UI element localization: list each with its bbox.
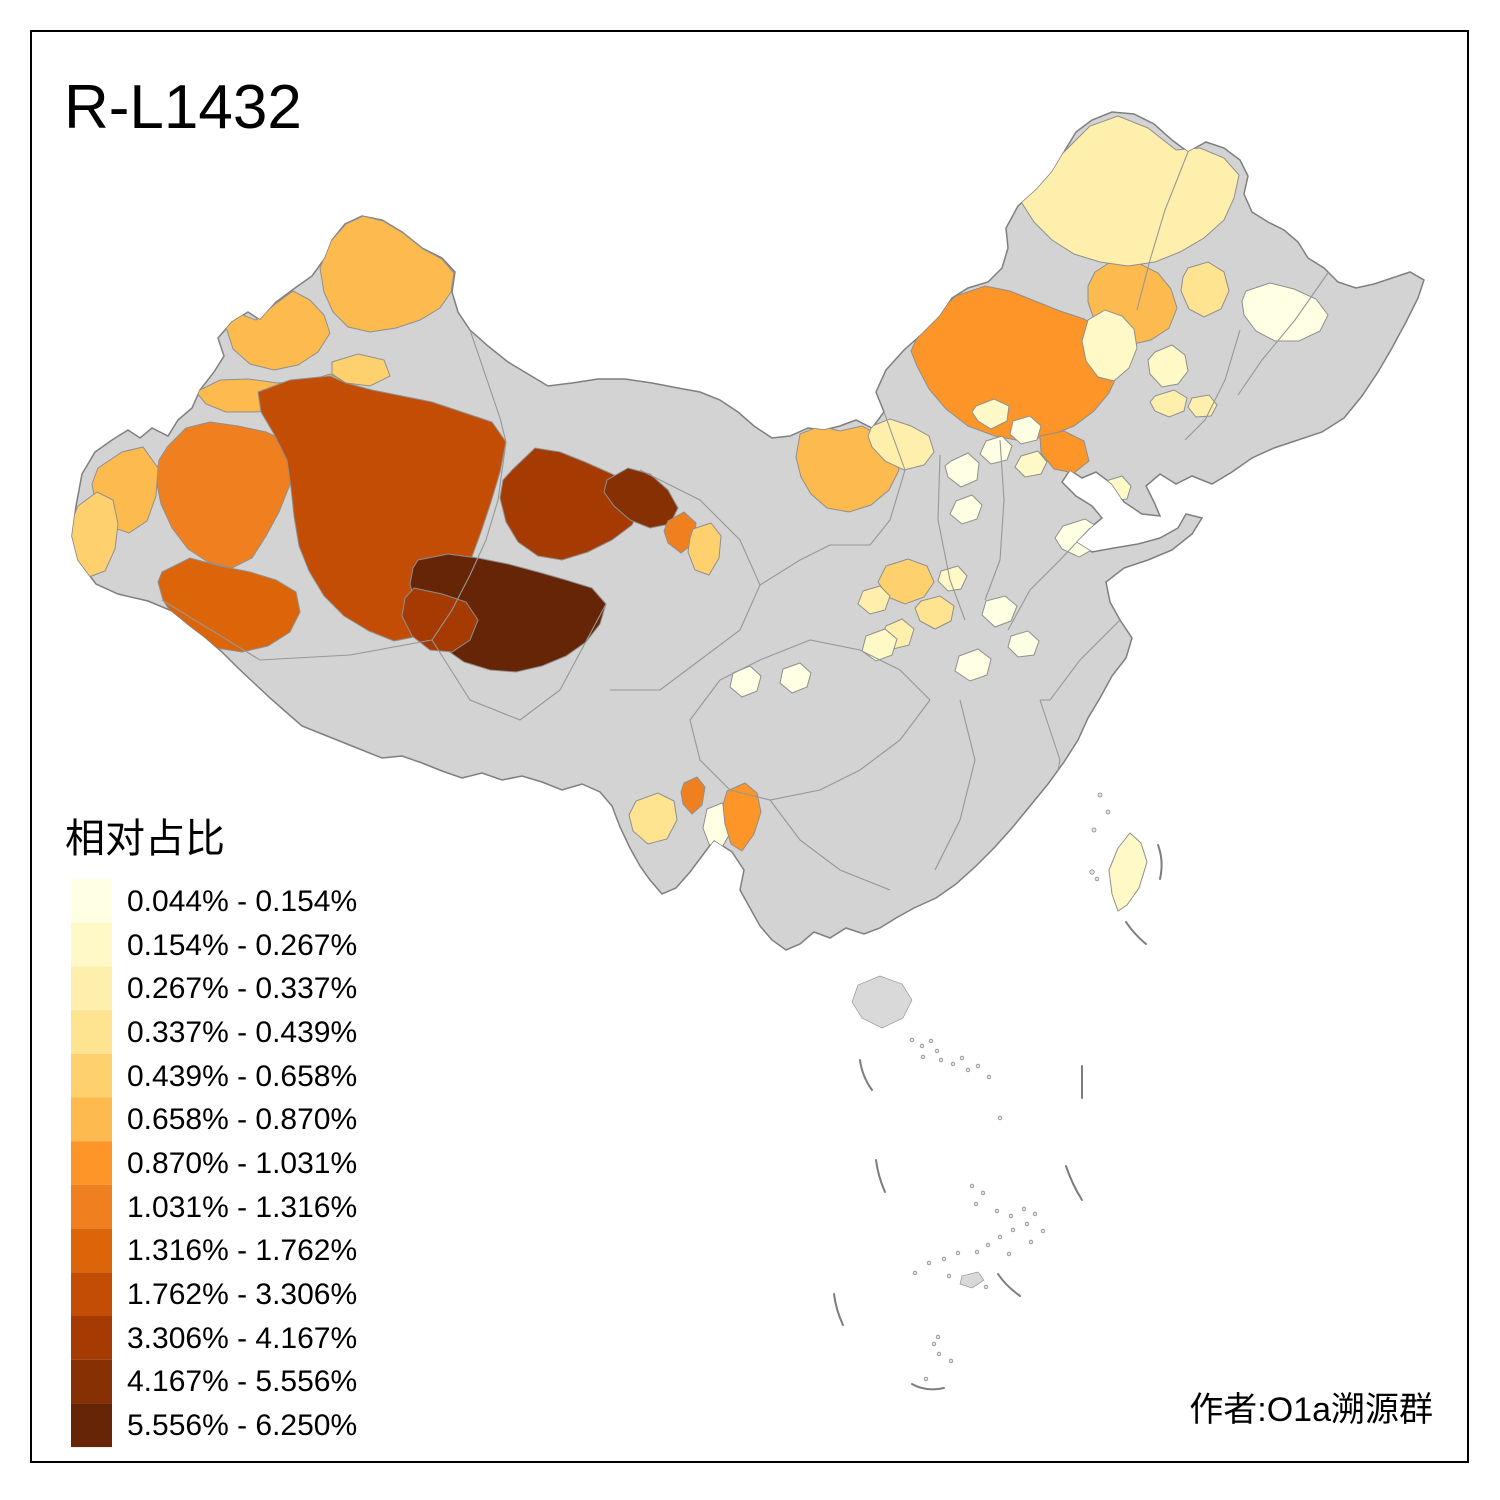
region-dali xyxy=(628,792,678,845)
region-longdong xyxy=(857,585,891,615)
figure-frame xyxy=(30,30,1469,1463)
region-hulunbuir xyxy=(1019,115,1240,267)
legend-label-11: 3.306% - 4.167% xyxy=(127,1322,357,1355)
region-qiqihar xyxy=(1147,344,1189,388)
legend-swatch-6 xyxy=(71,1097,112,1142)
coastal-islands xyxy=(1089,792,1111,882)
legend-swatch-3 xyxy=(71,966,112,1011)
region-kizilsu xyxy=(72,491,119,578)
legend-swatch-1 xyxy=(71,879,112,923)
region-hubei xyxy=(954,648,992,682)
legend-label-4: 0.337% - 0.439% xyxy=(127,1016,357,1049)
region-taiwan xyxy=(1108,832,1148,912)
legend-swatch-2 xyxy=(71,922,112,967)
legend-swatch-4 xyxy=(71,1010,112,1054)
region-beijing xyxy=(1009,415,1042,445)
legend-label-1: 0.044% - 0.154% xyxy=(127,885,357,918)
region-sichuan-b xyxy=(779,662,812,694)
region-weinan xyxy=(914,595,955,630)
legend-label-7: 0.870% - 1.031% xyxy=(127,1147,357,1180)
legend-label-3: 0.267% - 0.337% xyxy=(127,972,357,1005)
region-ili-aksu xyxy=(155,421,295,569)
legend-swatch-5 xyxy=(71,1053,112,1098)
region-zhangjiakou xyxy=(971,398,1010,430)
hainan-island xyxy=(851,975,913,1029)
legend-label-13: 5.556% - 6.250% xyxy=(127,1409,357,1442)
legend-swatch-8 xyxy=(71,1184,112,1229)
region-jiayuguan xyxy=(663,511,697,554)
attribution: 作者:O1a溯源群 xyxy=(1189,1391,1433,1429)
nine-dash-line xyxy=(833,844,1163,1391)
region-xilingol-tongue xyxy=(1039,430,1090,474)
legend-label-6: 0.658% - 0.870% xyxy=(127,1103,357,1136)
region-altay xyxy=(319,215,455,333)
legend-label-10: 1.762% - 3.306% xyxy=(127,1278,357,1311)
region-henan-east xyxy=(1007,630,1040,658)
province-borders xyxy=(161,151,1331,891)
region-jiuquan xyxy=(499,447,643,561)
region-bayannur-ordos xyxy=(867,418,935,471)
south-sea-islands xyxy=(909,1037,1046,1382)
region-henan-west xyxy=(981,595,1018,628)
legend-label-12: 4.167% - 5.556% xyxy=(127,1365,357,1398)
region-hinggan xyxy=(1081,309,1138,382)
legend-label-5: 0.439% - 0.658% xyxy=(127,1060,357,1093)
legend-label-2: 0.154% - 0.267% xyxy=(127,929,357,962)
region-shijiazhuang xyxy=(979,435,1013,465)
legend-swatch-9 xyxy=(71,1228,112,1273)
legend-swatch-7 xyxy=(71,1141,112,1185)
region-changji xyxy=(331,353,391,387)
legend-swatch-13 xyxy=(71,1403,112,1448)
region-baicheng xyxy=(1180,261,1230,318)
region-xilingol xyxy=(910,285,1120,442)
region-wuwei xyxy=(687,522,722,576)
legend-label-8: 1.031% - 1.316% xyxy=(127,1191,357,1224)
legend: 相对占比 0.044% - 0.154% 0.154% - 0.267% 0.2… xyxy=(65,817,357,1448)
region-shanxi-south xyxy=(949,494,983,525)
region-panzhihua xyxy=(680,776,706,815)
region-suihua xyxy=(1241,282,1329,342)
region-qujing xyxy=(722,782,762,852)
legend-title: 相对占比 xyxy=(65,817,225,861)
page-title: R-L1432 xyxy=(64,73,302,142)
region-yanan xyxy=(937,565,968,592)
legend-label-9: 1.316% - 1.762% xyxy=(127,1234,357,1267)
region-shanxi-north xyxy=(944,452,980,488)
region-tangshan xyxy=(1014,450,1048,478)
legend-swatch-11 xyxy=(71,1316,112,1360)
region-liaoning-west xyxy=(1149,389,1188,418)
legend-swatch-12 xyxy=(71,1359,112,1404)
region-sichuan-a xyxy=(729,665,762,698)
legend-swatch-10 xyxy=(71,1272,112,1316)
colored-regions xyxy=(72,115,1331,891)
